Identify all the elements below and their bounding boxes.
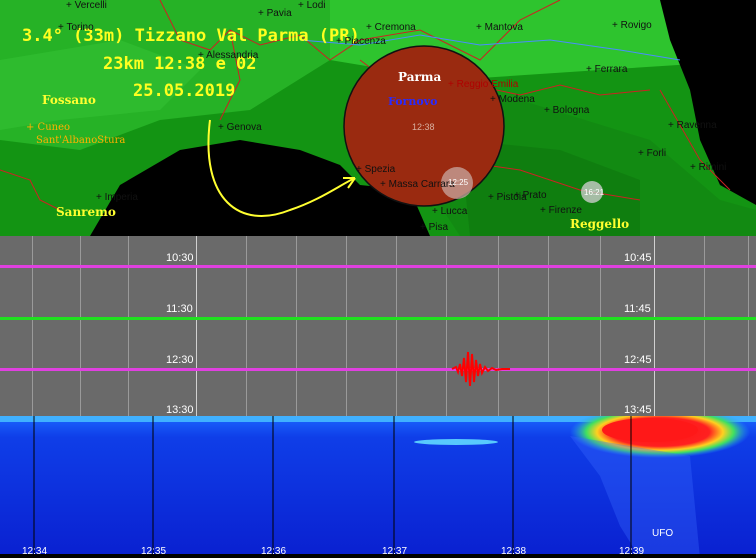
city-lucca: + Lucca (432, 206, 468, 217)
trace-line-3 (0, 368, 756, 371)
time-left-1: 10:30 (166, 252, 194, 264)
city-massa-carrara: + Massa Carrara (380, 179, 455, 190)
time-right-3: 12:45 (624, 354, 652, 366)
city-spezia: + Spezia (356, 164, 396, 175)
spec-x-label-4: 12:37 (382, 546, 408, 557)
spec-x-label-5: 12:38 (501, 546, 527, 557)
map-terrain (0, 0, 756, 236)
seismic-event-trace (451, 351, 510, 387)
station-reggello: Reggello (570, 217, 630, 231)
city-ravenna: + Ravenna (668, 120, 717, 131)
spec-x-label-2: 12:35 (141, 546, 167, 557)
city-genova: + Genova (218, 122, 262, 133)
city-ferrara: + Ferrara (586, 64, 628, 75)
spectrogram-panel: 12:34 12:35 12:36 12:37 12:38 12:39 UFO (0, 416, 756, 558)
small-circle-time-2: 16:21 (584, 188, 605, 197)
city-pistoia: + Pistoia (488, 192, 527, 203)
city-pavia: + Pavia (258, 8, 292, 19)
city-forli: + Forli (638, 148, 667, 159)
city-rimini: + Rimini (690, 162, 727, 173)
station-fossano: Fossano (42, 93, 96, 107)
circle-time: 12:38 (412, 122, 435, 132)
seismogram-panel: 10:30 11:30 12:30 13:30 10:45 11:45 12:4… (0, 236, 756, 416)
time-right-1: 10:45 (624, 252, 652, 264)
quake-date: 25.05.2019 (133, 81, 236, 101)
small-event-circle-2 (581, 181, 603, 203)
small-event-circle (441, 167, 473, 199)
quake-distance-time: 23km 12:38 e 02 (103, 54, 257, 74)
spec-x-label-6: 12:39 (619, 546, 645, 557)
time-right-4: 13:45 (624, 404, 652, 416)
spec-x-label-3: 12:36 (261, 546, 287, 557)
city-reggio-emilia: + Reggio Emilia (448, 79, 519, 90)
station-cuneo: + Cuneo (26, 122, 71, 133)
spec-x-label-1: 12:34 (22, 546, 48, 557)
spectrogram-image (0, 416, 756, 558)
city-rovigo: + Rovigo (612, 20, 652, 31)
station-santalbano: Sant'AlbanoStura (36, 135, 126, 146)
time-right-2: 11:45 (624, 303, 651, 315)
city-torino: + Torino (58, 22, 94, 33)
epicenter-circle (343, 45, 505, 207)
time-left-3: 12:30 (166, 354, 194, 366)
time-left-2: 11:30 (166, 303, 193, 315)
small-circle-time-1: 12:25 (448, 178, 469, 187)
city-imperia: + Imperia (96, 192, 138, 203)
city-pisa: + Pisa (420, 222, 449, 233)
city-firenze: + Firenze (540, 205, 582, 216)
circle-label-fornovo: Fornovo (388, 95, 438, 108)
epicenter-map: 3.4° (33m) Tizzano Val Parma (PR) 23km 1… (0, 0, 756, 236)
city-mantova: + Mantova (476, 22, 523, 33)
quake-title: 3.4° (33m) Tizzano Val Parma (PR) (22, 26, 360, 46)
ufo-label: UFO (652, 528, 674, 539)
city-prato: + Prato (514, 190, 547, 201)
city-piacenza: + Piacenza (336, 36, 386, 47)
trace-line-2 (0, 317, 756, 320)
time-left-4: 13:30 (166, 404, 194, 416)
city-lodi: + Lodi (298, 0, 326, 11)
city-cremona: + Cremona (366, 22, 416, 33)
circle-label-parma: Parma (398, 70, 442, 84)
city-bologna: + Bologna (544, 105, 590, 116)
trace-line-1 (0, 265, 756, 268)
city-vercelli: + Vercelli (66, 0, 107, 11)
station-sanremo: Sanremo (56, 205, 116, 219)
city-alessandria: + Alessandria (198, 50, 259, 61)
city-modena: + Modena (490, 94, 535, 105)
